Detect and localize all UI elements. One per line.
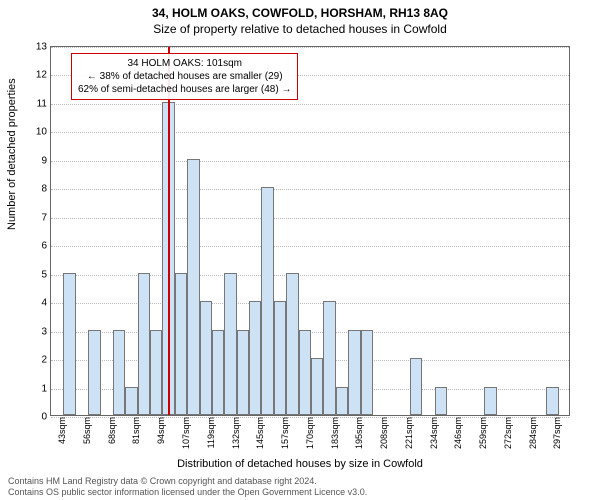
x-tick-label: 145sqm — [255, 417, 265, 449]
callout-box: 34 HOLM OAKS: 101sqm← 38% of detached ho… — [71, 53, 298, 100]
histogram-bar — [237, 330, 249, 415]
x-tick-label: 284sqm — [528, 417, 538, 449]
x-tick-label: 107sqm — [181, 417, 191, 449]
callout-line3: 62% of semi-detached houses are larger (… — [78, 83, 291, 96]
y-tick-label: 7 — [41, 212, 47, 223]
histogram-bar — [138, 273, 150, 415]
gridline — [51, 275, 569, 276]
x-tick-label: 43sqm — [57, 417, 67, 444]
gridline — [51, 303, 569, 304]
footer-line1: Contains HM Land Registry data © Crown c… — [8, 476, 367, 487]
histogram-bar — [212, 330, 224, 415]
histogram-bar — [484, 387, 496, 415]
histogram-bar — [200, 301, 212, 415]
histogram-bar — [187, 159, 199, 415]
y-tick-label: 8 — [41, 184, 47, 195]
callout-line2: ← 38% of detached houses are smaller (29… — [78, 70, 291, 83]
x-tick-label: 259sqm — [478, 417, 488, 449]
y-tick-label: 5 — [41, 269, 47, 280]
y-tick-label: 10 — [36, 127, 47, 138]
x-tick-label: 119sqm — [206, 417, 216, 448]
chart-title-subtitle: Size of property relative to detached ho… — [0, 20, 600, 40]
histogram-bar — [125, 387, 137, 415]
y-tick-label: 6 — [41, 241, 47, 252]
histogram-bar — [336, 387, 348, 415]
histogram-bar — [299, 330, 311, 415]
x-tick-label: 94sqm — [156, 417, 166, 444]
histogram-bar — [175, 273, 187, 415]
y-tick-label: 0 — [41, 412, 47, 423]
x-tick-label: 195sqm — [354, 417, 364, 449]
x-tick-label: 221sqm — [404, 417, 414, 449]
gridline — [51, 161, 569, 162]
histogram-bar — [224, 273, 236, 415]
chart-plot-area: 01234567891011121343sqm56sqm68sqm81sqm94… — [50, 46, 570, 416]
histogram-bar — [88, 330, 100, 415]
x-tick-label: 132sqm — [231, 417, 241, 449]
histogram-bar — [361, 330, 373, 415]
histogram-bar — [546, 387, 558, 415]
x-tick-label: 68sqm — [107, 417, 117, 444]
gridline — [51, 104, 569, 105]
histogram-bar — [249, 301, 261, 415]
y-tick-label: 13 — [36, 42, 47, 53]
gridline — [51, 132, 569, 133]
histogram-bar — [435, 387, 447, 415]
histogram-bar — [113, 330, 125, 415]
y-tick-label: 9 — [41, 155, 47, 166]
gridline — [51, 189, 569, 190]
histogram-bar — [274, 301, 286, 415]
x-tick-label: 56sqm — [82, 417, 92, 444]
footer-line2: Contains OS public sector information li… — [8, 487, 367, 498]
y-tick-label: 11 — [37, 98, 47, 109]
y-tick-label: 2 — [41, 355, 47, 366]
y-tick-label: 1 — [41, 383, 47, 394]
x-tick-label: 157sqm — [280, 417, 290, 449]
callout-line1: 34 HOLM OAKS: 101sqm — [78, 57, 291, 70]
x-tick-label: 81sqm — [131, 417, 141, 444]
histogram-bar — [348, 330, 360, 415]
gridline — [51, 246, 569, 247]
x-tick-label: 170sqm — [305, 417, 315, 449]
y-tick-label: 3 — [41, 326, 47, 337]
histogram-bar — [150, 330, 162, 415]
y-axis-label: Number of detached properties — [6, 78, 18, 230]
gridline — [51, 47, 569, 48]
y-tick-label: 4 — [41, 298, 47, 309]
highlight-line — [168, 47, 170, 415]
histogram-bar — [311, 358, 323, 415]
x-axis-label: Distribution of detached houses by size … — [0, 458, 600, 470]
chart-title-address: 34, HOLM OAKS, COWFOLD, HORSHAM, RH13 8A… — [0, 0, 600, 20]
x-tick-label: 297sqm — [552, 417, 562, 449]
x-tick-label: 234sqm — [429, 417, 439, 449]
x-tick-label: 246sqm — [453, 417, 463, 449]
histogram-bar — [286, 273, 298, 415]
histogram-bar — [261, 187, 273, 415]
x-tick-label: 272sqm — [503, 417, 513, 449]
footer-attribution: Contains HM Land Registry data © Crown c… — [8, 476, 367, 498]
histogram-bar — [410, 358, 422, 415]
y-tick-label: 12 — [36, 70, 47, 81]
x-tick-label: 208sqm — [379, 417, 389, 449]
histogram-bar — [323, 301, 335, 415]
histogram-bar — [63, 273, 75, 415]
x-tick-label: 183sqm — [330, 417, 340, 449]
gridline — [51, 218, 569, 219]
